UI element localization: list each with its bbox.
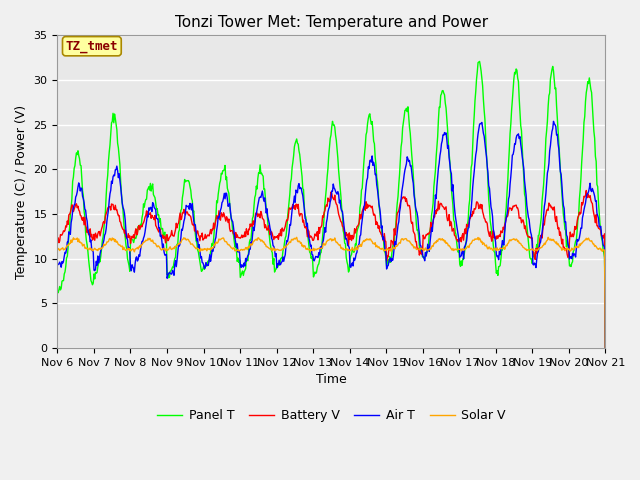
Battery V — [63, 218, 71, 224]
Panel T — [120, 218, 127, 224]
Panel T — [204, 258, 212, 264]
Panel T — [175, 227, 183, 233]
Battery V — [398, 196, 406, 202]
Line: Battery V: Battery V — [58, 191, 605, 348]
Solar V — [175, 241, 183, 247]
Panel T — [54, 288, 61, 294]
Battery V — [414, 246, 422, 252]
Solar V — [63, 242, 71, 248]
Battery V — [175, 216, 183, 221]
Air T — [120, 206, 127, 212]
Battery V — [120, 227, 127, 233]
Battery V — [204, 232, 212, 238]
Line: Air T: Air T — [58, 121, 605, 348]
Solar V — [602, 345, 609, 351]
Air T — [414, 215, 422, 221]
X-axis label: Time: Time — [316, 373, 347, 386]
Battery V — [602, 345, 609, 351]
Battery V — [54, 236, 61, 242]
Air T — [63, 239, 71, 245]
Air T — [204, 263, 212, 268]
Line: Solar V: Solar V — [58, 237, 605, 348]
Panel T — [476, 59, 483, 64]
Solar V — [120, 244, 127, 250]
Panel T — [63, 253, 71, 259]
Panel T — [398, 139, 406, 144]
Solar V — [415, 246, 422, 252]
Text: TZ_tmet: TZ_tmet — [66, 40, 118, 53]
Solar V — [54, 247, 61, 253]
Air T — [54, 263, 61, 268]
Air T — [398, 189, 406, 194]
Legend: Panel T, Battery V, Air T, Solar V: Panel T, Battery V, Air T, Solar V — [152, 404, 510, 427]
Air T — [602, 345, 609, 351]
Panel T — [414, 227, 422, 233]
Solar V — [399, 236, 406, 242]
Solar V — [293, 234, 301, 240]
Y-axis label: Temperature (C) / Power (V): Temperature (C) / Power (V) — [15, 105, 28, 278]
Air T — [550, 119, 557, 124]
Solar V — [204, 246, 212, 252]
Battery V — [582, 188, 590, 193]
Panel T — [602, 345, 609, 351]
Air T — [175, 243, 183, 249]
Line: Panel T: Panel T — [58, 61, 605, 348]
Title: Tonzi Tower Met: Temperature and Power: Tonzi Tower Met: Temperature and Power — [175, 15, 488, 30]
